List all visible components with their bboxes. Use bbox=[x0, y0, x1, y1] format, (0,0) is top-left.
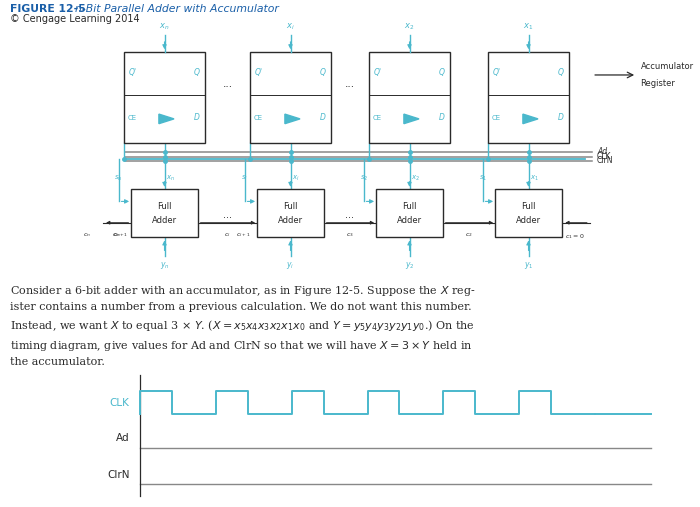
Text: Adder: Adder bbox=[397, 215, 422, 225]
Bar bbox=[125, 52, 204, 143]
Text: $s_2$: $s_2$ bbox=[360, 173, 368, 183]
Text: Adder: Adder bbox=[278, 215, 303, 225]
Text: Q: Q bbox=[439, 68, 445, 77]
Text: D: D bbox=[320, 113, 326, 122]
Text: $c_n$: $c_n$ bbox=[113, 231, 121, 239]
Text: Consider a 6-bit adder with an accumulator, as in Figure 12-5. Suppose the $X$ r: Consider a 6-bit adder with an accumulat… bbox=[10, 284, 476, 367]
Text: Q: Q bbox=[558, 68, 564, 77]
Text: $c_3$: $c_3$ bbox=[346, 231, 354, 239]
Text: CLK: CLK bbox=[597, 152, 612, 161]
Text: Ad: Ad bbox=[116, 433, 130, 444]
Text: Register: Register bbox=[640, 79, 676, 88]
Text: Q': Q' bbox=[255, 68, 263, 77]
Text: $s_n$: $s_n$ bbox=[114, 173, 123, 183]
Text: ...: ... bbox=[223, 210, 232, 220]
Text: $x_i$: $x_i$ bbox=[286, 22, 295, 32]
Text: $y_n$: $y_n$ bbox=[160, 260, 169, 271]
Bar bbox=[496, 190, 561, 237]
Text: n-Bit Parallel Adder with Accumulator: n-Bit Parallel Adder with Accumulator bbox=[75, 4, 279, 14]
Text: Accumulator: Accumulator bbox=[640, 62, 694, 71]
Text: CE: CE bbox=[253, 115, 263, 121]
Text: D: D bbox=[558, 113, 564, 122]
Text: Q': Q' bbox=[129, 68, 137, 77]
Text: ClrN: ClrN bbox=[597, 157, 614, 165]
Text: $x_n$: $x_n$ bbox=[166, 173, 174, 183]
Text: Full: Full bbox=[284, 202, 298, 211]
Text: $y_i$: $y_i$ bbox=[286, 260, 295, 271]
Text: Adder: Adder bbox=[516, 215, 541, 225]
Polygon shape bbox=[285, 114, 300, 124]
Text: $c_{i+1}$: $c_{i+1}$ bbox=[236, 231, 251, 239]
Text: Ad: Ad bbox=[597, 147, 607, 156]
Bar bbox=[370, 52, 449, 143]
Text: D: D bbox=[439, 113, 445, 122]
Text: $x_2$: $x_2$ bbox=[405, 22, 414, 32]
Bar bbox=[132, 190, 197, 237]
Polygon shape bbox=[404, 114, 419, 124]
Text: FIGURE 12-5: FIGURE 12-5 bbox=[10, 4, 94, 14]
Text: Adder: Adder bbox=[152, 215, 177, 225]
Text: CLK: CLK bbox=[110, 398, 130, 408]
Bar bbox=[489, 52, 568, 143]
Text: CE: CE bbox=[491, 115, 501, 121]
Text: D: D bbox=[194, 113, 200, 122]
Text: $c_1=0$: $c_1=0$ bbox=[566, 232, 584, 241]
Polygon shape bbox=[159, 114, 174, 124]
Text: Full: Full bbox=[522, 202, 536, 211]
Bar bbox=[251, 52, 330, 143]
Text: $c_{n+1}$: $c_{n+1}$ bbox=[112, 231, 127, 239]
Text: $c_n$: $c_n$ bbox=[83, 231, 91, 239]
Text: ClrN: ClrN bbox=[107, 470, 130, 480]
Text: Q': Q' bbox=[493, 68, 501, 77]
Text: Full: Full bbox=[158, 202, 172, 211]
Text: ...: ... bbox=[346, 210, 354, 220]
Text: ...: ... bbox=[345, 79, 355, 89]
Text: $x_1$: $x_1$ bbox=[524, 22, 533, 32]
Text: Q: Q bbox=[320, 68, 326, 77]
Text: Full: Full bbox=[402, 202, 416, 211]
Text: $s_i$: $s_i$ bbox=[241, 173, 248, 183]
Text: $x_n$: $x_n$ bbox=[159, 22, 170, 32]
Text: Q': Q' bbox=[374, 68, 382, 77]
Polygon shape bbox=[523, 114, 538, 124]
Text: CE: CE bbox=[127, 115, 137, 121]
Text: $x_2$: $x_2$ bbox=[411, 173, 419, 183]
Text: $x_1$: $x_1$ bbox=[530, 173, 538, 183]
Text: ...: ... bbox=[223, 79, 232, 89]
Bar bbox=[258, 190, 323, 237]
Text: $c_2$: $c_2$ bbox=[465, 231, 473, 239]
Text: © Cengage Learning 2014: © Cengage Learning 2014 bbox=[10, 14, 140, 24]
Text: $x_i$: $x_i$ bbox=[293, 173, 300, 183]
Bar bbox=[377, 190, 442, 237]
Text: CE: CE bbox=[372, 115, 382, 121]
Text: Q: Q bbox=[194, 68, 200, 77]
Text: $s_1$: $s_1$ bbox=[479, 173, 486, 183]
Text: $y_2$: $y_2$ bbox=[405, 260, 414, 271]
Text: $y_1$: $y_1$ bbox=[524, 260, 533, 271]
Text: $c_i$: $c_i$ bbox=[224, 231, 231, 239]
